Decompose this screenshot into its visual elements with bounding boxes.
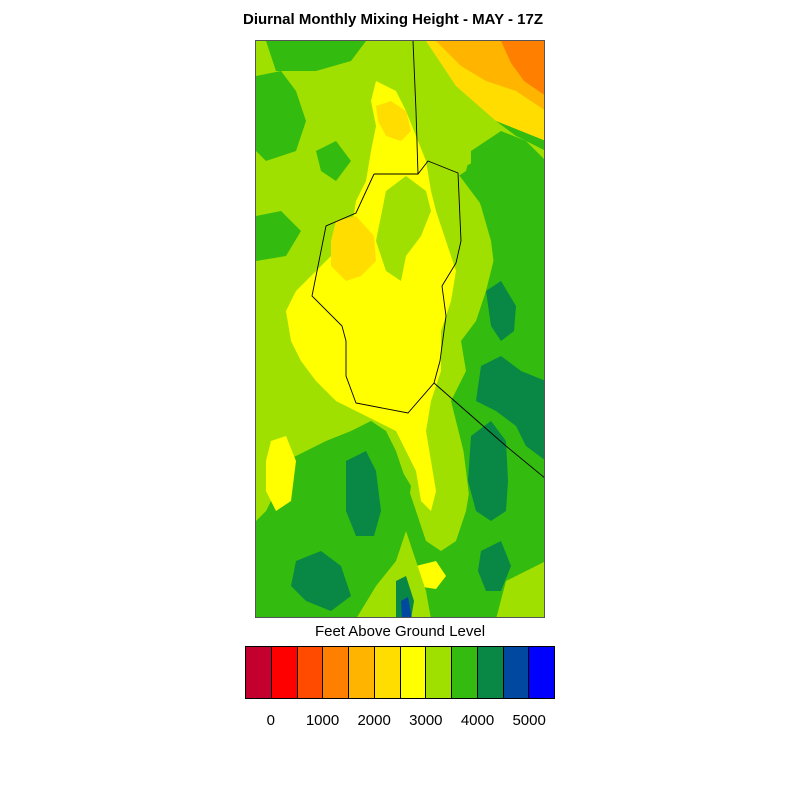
map-title: Diurnal Monthly Mixing Height - MAY - 17… <box>242 11 543 28</box>
legend-swatch-4 <box>349 647 375 698</box>
legend-swatch-1 <box>271 647 298 698</box>
contour-green-center-north <box>316 141 351 181</box>
legend-tick-3: 3000 <box>409 712 443 729</box>
contour-yellowgreen-core-east <box>441 136 471 181</box>
boundary-line-north <box>412 41 419 175</box>
contour-darkgreen-east-upper <box>486 281 516 341</box>
legend-swatch-3 <box>323 647 349 698</box>
legend-swatch-8 <box>452 647 478 698</box>
legend-swatch-5 <box>374 647 401 698</box>
contour-darkgreen-east <box>476 356 544 460</box>
legend-swatch-7 <box>426 647 452 698</box>
contour-map-svg <box>256 41 544 617</box>
contour-darkgreen-southeast <box>468 421 508 521</box>
legend-swatch-2 <box>297 647 324 698</box>
contour-green-west <box>256 211 301 261</box>
legend-swatch-10 <box>503 647 530 698</box>
legend-swatch-11 <box>529 647 554 698</box>
legend-swatch-6 <box>400 647 427 698</box>
legend-tick-2: 2000 <box>357 712 391 729</box>
contour-darkgreen-south-left <box>291 551 351 611</box>
contour-yellowgreen-southeast <box>496 562 544 617</box>
boundary-line-southeast <box>433 382 544 478</box>
contour-yellow-south <box>416 561 446 589</box>
contour-yellow-southwest <box>266 436 296 511</box>
legend-tick-5: 5000 <box>512 712 546 729</box>
contour-green-northwest <box>256 71 306 161</box>
contour-gold-west <box>331 216 376 281</box>
color-legend <box>245 646 555 699</box>
legend-swatch-0 <box>246 647 272 698</box>
legend-title: Feet Above Ground Level <box>314 623 486 640</box>
legend-tick-1: 1000 <box>305 712 340 729</box>
contour-map <box>255 40 545 618</box>
legend-tick-0: 0 <box>266 712 275 729</box>
contour-darkgreen-south-right <box>478 541 511 591</box>
contour-gold-upper <box>376 101 411 141</box>
contour-darkorange-northeast <box>501 41 544 95</box>
contour-yellowgreen-core-notch <box>376 176 431 281</box>
legend-tick-4: 4000 <box>460 712 495 729</box>
contour-blue-bottom <box>401 597 412 617</box>
contour-yellowgreen-south <box>357 531 431 617</box>
contour-darkgreen-south-center <box>346 451 381 536</box>
legend-swatch-9 <box>477 647 504 698</box>
